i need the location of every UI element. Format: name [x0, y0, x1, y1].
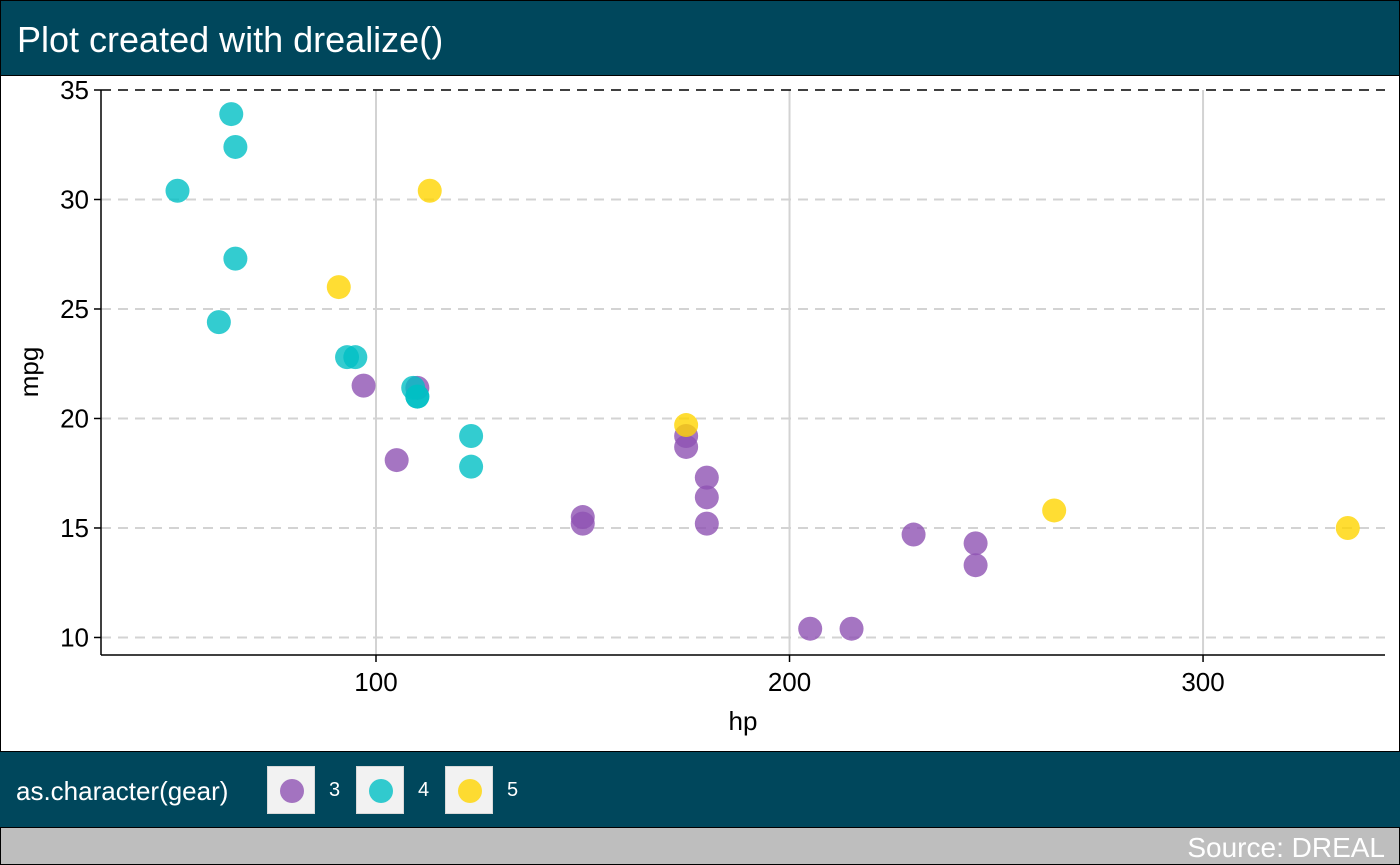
- legend: as.character(gear) 3 4 5: [0, 752, 1400, 827]
- data-point-gear-3: [351, 373, 376, 398]
- plot-panel: [0, 75, 1400, 752]
- legend-label-3: 3: [329, 779, 341, 801]
- title-bar: Plot created with drealize(): [0, 0, 1400, 76]
- y-tick-label: 25: [60, 294, 89, 324]
- legend-dot-3: [280, 779, 304, 803]
- data-point-gear-5: [674, 413, 699, 438]
- data-point-gear-4: [223, 246, 248, 271]
- caption-bar: Source: DREAL: [0, 827, 1400, 865]
- data-point-gear-3: [963, 531, 988, 556]
- caption: Source: DREAL: [1187, 832, 1385, 863]
- y-tick-label: 15: [60, 513, 89, 543]
- data-point-gear-4: [459, 424, 484, 449]
- data-point-gear-3: [694, 485, 719, 510]
- legend-dot-4: [369, 779, 393, 803]
- chart-title: Plot created with drealize(): [17, 19, 444, 60]
- data-point-gear-4: [401, 375, 426, 400]
- data-point-gear-3: [963, 553, 988, 578]
- x-tick-label: 200: [768, 667, 811, 697]
- legend-dot-5: [458, 779, 482, 803]
- data-point-gear-4: [459, 454, 484, 479]
- data-point-gear-5: [1335, 515, 1360, 540]
- x-tick-label: 300: [1181, 667, 1224, 697]
- data-point-gear-3: [384, 448, 409, 473]
- legend-label-5: 5: [507, 779, 519, 801]
- data-point-gear-5: [1042, 498, 1067, 523]
- legend-key-3: [267, 766, 315, 814]
- data-point-gear-3: [570, 511, 595, 536]
- points-layer: [165, 102, 1360, 641]
- y-tick-label: 10: [60, 622, 89, 652]
- scatter-plot: 10 15 20 25 30 35 100 200 300 hp mpg: [14, 75, 1385, 736]
- data-point-gear-3: [694, 465, 719, 490]
- data-point-gear-4: [223, 134, 248, 159]
- x-tick-label: 100: [354, 667, 397, 697]
- data-point-gear-4: [165, 178, 190, 203]
- data-point-gear-3: [694, 511, 719, 536]
- y-axis-title: mpg: [14, 347, 44, 398]
- data-point-gear-4: [206, 310, 231, 335]
- data-point-gear-3: [839, 616, 864, 641]
- grid-layer: [101, 89, 1385, 655]
- y-tick-label: 20: [60, 403, 89, 433]
- data-point-gear-3: [901, 522, 926, 547]
- data-point-gear-5: [326, 275, 351, 300]
- data-point-gear-4: [343, 345, 368, 370]
- legend-title: as.character(gear): [16, 776, 229, 806]
- data-point-gear-3: [798, 616, 823, 641]
- data-point-gear-4: [219, 102, 244, 127]
- x-axis-title: hp: [729, 706, 758, 736]
- legend-key-4: [356, 766, 404, 814]
- data-point-gear-5: [417, 178, 442, 203]
- legend-key-5: [445, 766, 493, 814]
- y-tick-label: 30: [60, 184, 89, 214]
- axes-layer: 10 15 20 25 30 35 100 200 300: [60, 75, 1385, 697]
- legend-label-4: 4: [418, 779, 430, 801]
- y-tick-label: 35: [60, 75, 89, 105]
